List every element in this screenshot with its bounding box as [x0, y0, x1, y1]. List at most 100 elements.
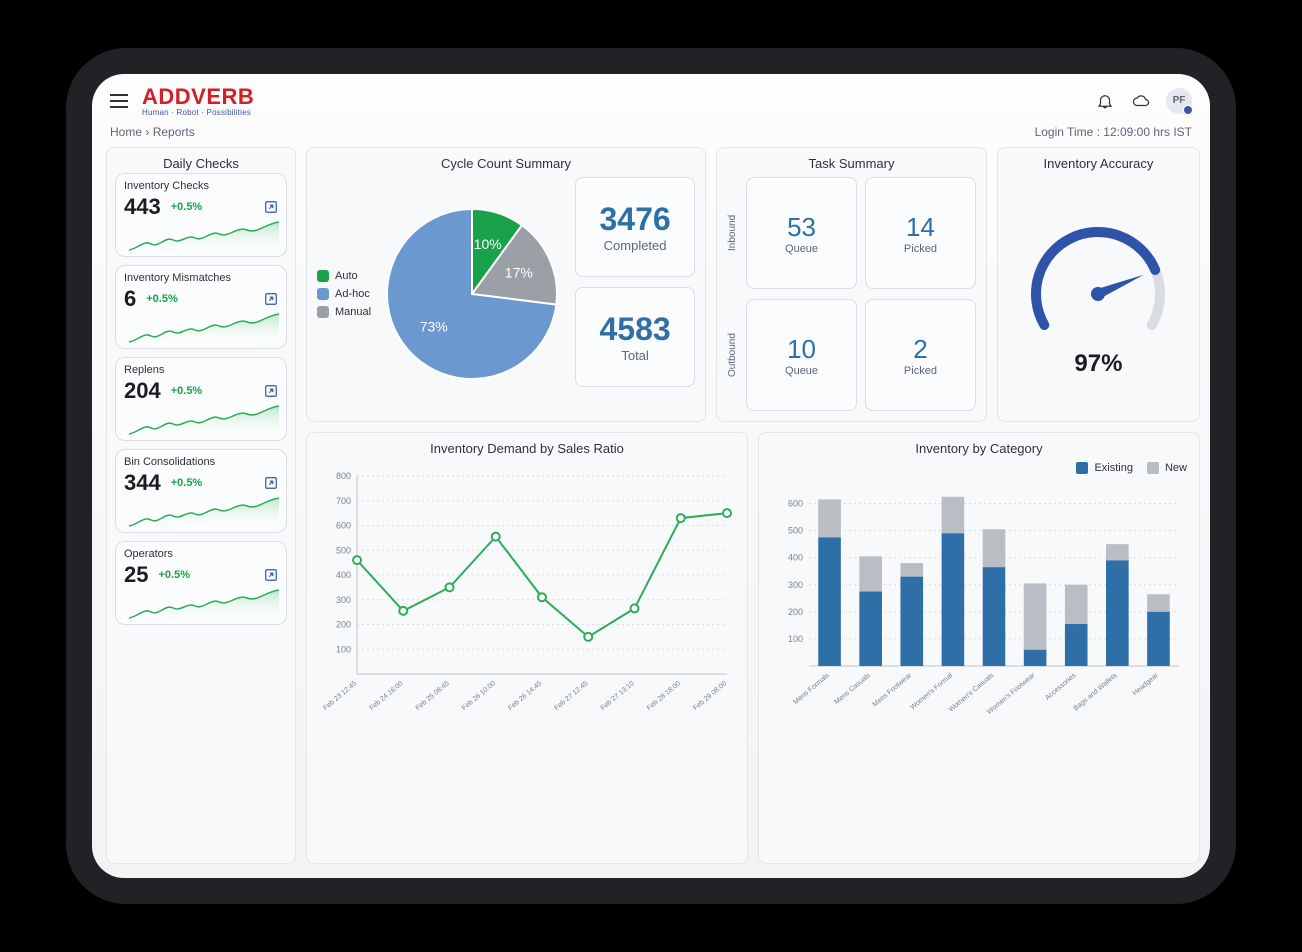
cycle-pie-chart: 10%17%73%: [377, 199, 567, 389]
brand-name: ADDVERB: [142, 84, 254, 110]
svg-text:Headgear: Headgear: [1132, 672, 1161, 698]
inventory-accuracy-card: Inventory Accuracy 97%: [997, 147, 1200, 422]
dashboard-screen: ADDVERB Human · Robot · Possibilities PF…: [92, 74, 1210, 878]
legend-item: Manual: [317, 306, 371, 318]
row1: Cycle Count Summary AutoAd-hocManual 10%…: [306, 147, 1200, 422]
login-time: Login Time : 12:09:00 hrs IST: [1035, 125, 1192, 139]
daily-checks-card: Daily Checks Inventory Checks 443 +0.5% …: [106, 147, 296, 864]
svg-text:500: 500: [788, 526, 803, 536]
svg-text:Accessories: Accessories: [1044, 672, 1078, 702]
sparkline: [124, 312, 284, 346]
category-bar-chart: 100 200 300 400 500 600 Mens FormalsMens Casua…: [769, 482, 1189, 722]
open-icon[interactable]: [264, 292, 278, 306]
task-stat: 2Picked: [865, 299, 976, 411]
sparkline: [124, 404, 284, 438]
mini-card: Replens 204 +0.5%: [115, 357, 287, 441]
svg-text:500: 500: [336, 545, 351, 555]
legend-item: Existing: [1076, 462, 1133, 474]
breadcrumb-home[interactable]: Home: [110, 125, 142, 139]
mini-label: Inventory Mismatches: [124, 272, 278, 284]
cycle-count-card: Cycle Count Summary AutoAd-hocManual 10%…: [306, 147, 706, 422]
mini-label: Inventory Checks: [124, 180, 278, 192]
svg-text:600: 600: [336, 521, 351, 531]
svg-text:Feb 26 10:00: Feb 26 10:00: [461, 680, 497, 712]
bell-icon[interactable]: [1094, 90, 1116, 112]
daily-title: Daily Checks: [107, 148, 295, 173]
svg-text:400: 400: [788, 553, 803, 563]
accuracy-value: 97%: [1074, 350, 1122, 378]
svg-text:Women's Formal: Women's Formal: [909, 672, 954, 711]
mini-value: 344: [124, 470, 161, 496]
open-icon[interactable]: [264, 568, 278, 582]
cloud-icon[interactable]: [1130, 90, 1152, 112]
open-icon[interactable]: [264, 476, 278, 490]
svg-text:Mens Casuals: Mens Casuals: [833, 672, 872, 706]
svg-text:Feb 28 18:00: Feb 28 18:00: [646, 680, 682, 712]
task-group-label: Inbound: [727, 177, 738, 289]
open-icon[interactable]: [264, 384, 278, 398]
svg-text:300: 300: [336, 595, 351, 605]
mini-card: Inventory Mismatches 6 +0.5%: [115, 265, 287, 349]
svg-text:Feb 24 16:00: Feb 24 16:00: [368, 680, 404, 712]
svg-text:Mens Footwear: Mens Footwear: [872, 672, 914, 709]
svg-text:17%: 17%: [505, 264, 533, 280]
task-group-label: Outbound: [727, 299, 738, 411]
svg-text:Feb 25 08:45: Feb 25 08:45: [415, 680, 451, 712]
svg-text:73%: 73%: [420, 318, 448, 334]
svg-text:Mens Formals: Mens Formals: [792, 672, 831, 706]
open-icon[interactable]: [264, 200, 278, 214]
category-chart-card: Inventory by Category ExistingNew 100200…: [758, 432, 1200, 864]
mini-label: Replens: [124, 364, 278, 376]
svg-text:200: 200: [788, 607, 803, 617]
svg-text:Feb 29 08:00: Feb 29 08:00: [692, 680, 728, 712]
brand-tagline: Human · Robot · Possibilities: [142, 108, 254, 117]
svg-text:Feb 23 12:45: Feb 23 12:45: [322, 680, 358, 712]
legend-item: Auto: [317, 270, 371, 282]
mini-value: 25: [124, 562, 148, 588]
content-grid: Daily Checks Inventory Checks 443 +0.5% …: [92, 147, 1210, 878]
completed-stat: 3476 Completed: [575, 177, 695, 277]
mini-label: Operators: [124, 548, 278, 560]
mini-delta: +0.5%: [146, 293, 178, 305]
brand: ADDVERB Human · Robot · Possibilities: [142, 84, 254, 117]
svg-text:600: 600: [788, 499, 803, 509]
total-stat: 4583 Total: [575, 287, 695, 387]
menu-icon[interactable]: [110, 94, 128, 108]
task-stat: 10Queue: [746, 299, 857, 411]
mini-delta: +0.5%: [171, 201, 203, 213]
sparkline: [124, 220, 284, 254]
svg-text:700: 700: [336, 496, 351, 506]
legend-item: New: [1147, 462, 1187, 474]
svg-text:Feb 27 13:10: Feb 27 13:10: [600, 680, 636, 712]
mini-delta: +0.5%: [171, 477, 203, 489]
mini-card: Operators 25 +0.5%: [115, 541, 287, 625]
svg-text:100: 100: [788, 634, 803, 644]
mini-card: Inventory Checks 443 +0.5%: [115, 173, 287, 257]
svg-text:800: 800: [336, 471, 351, 481]
task-stat: 53Queue: [746, 177, 857, 289]
task-summary-card: Task Summary InboundOutbound53Queue14Pic…: [716, 147, 987, 422]
mini-delta: +0.5%: [171, 385, 203, 397]
breadcrumb-page: Reports: [153, 125, 195, 139]
svg-text:Feb 27 12:45: Feb 27 12:45: [553, 680, 589, 712]
svg-text:Feb 26 14:45: Feb 26 14:45: [507, 680, 543, 712]
avatar[interactable]: PF: [1166, 88, 1192, 114]
svg-text:300: 300: [788, 580, 803, 590]
demand-line-chart: 100200300400500600700800Feb 23 12:45Feb …: [317, 466, 737, 726]
svg-text:100: 100: [336, 644, 351, 654]
breadcrumb: Home › Reports: [110, 125, 195, 139]
sparkline: [124, 496, 284, 530]
sparkline: [124, 588, 284, 622]
breadcrumb-bar: Home › Reports Login Time : 12:09:00 hrs…: [92, 121, 1210, 147]
app-header: ADDVERB Human · Robot · Possibilities PF: [92, 74, 1210, 121]
svg-text:Bags and Wallets: Bags and Wallets: [1073, 672, 1119, 713]
task-stat: 14Picked: [865, 177, 976, 289]
mini-value: 443: [124, 194, 161, 220]
mini-value: 204: [124, 378, 161, 404]
accuracy-gauge: [1018, 210, 1178, 370]
mini-card: Bin Consolidations 344 +0.5%: [115, 449, 287, 533]
svg-text:400: 400: [336, 570, 351, 580]
mini-delta: +0.5%: [158, 569, 190, 581]
row2: Inventory Demand by Sales Ratio 10020030…: [306, 432, 1200, 864]
demand-chart-card: Inventory Demand by Sales Ratio 10020030…: [306, 432, 748, 864]
